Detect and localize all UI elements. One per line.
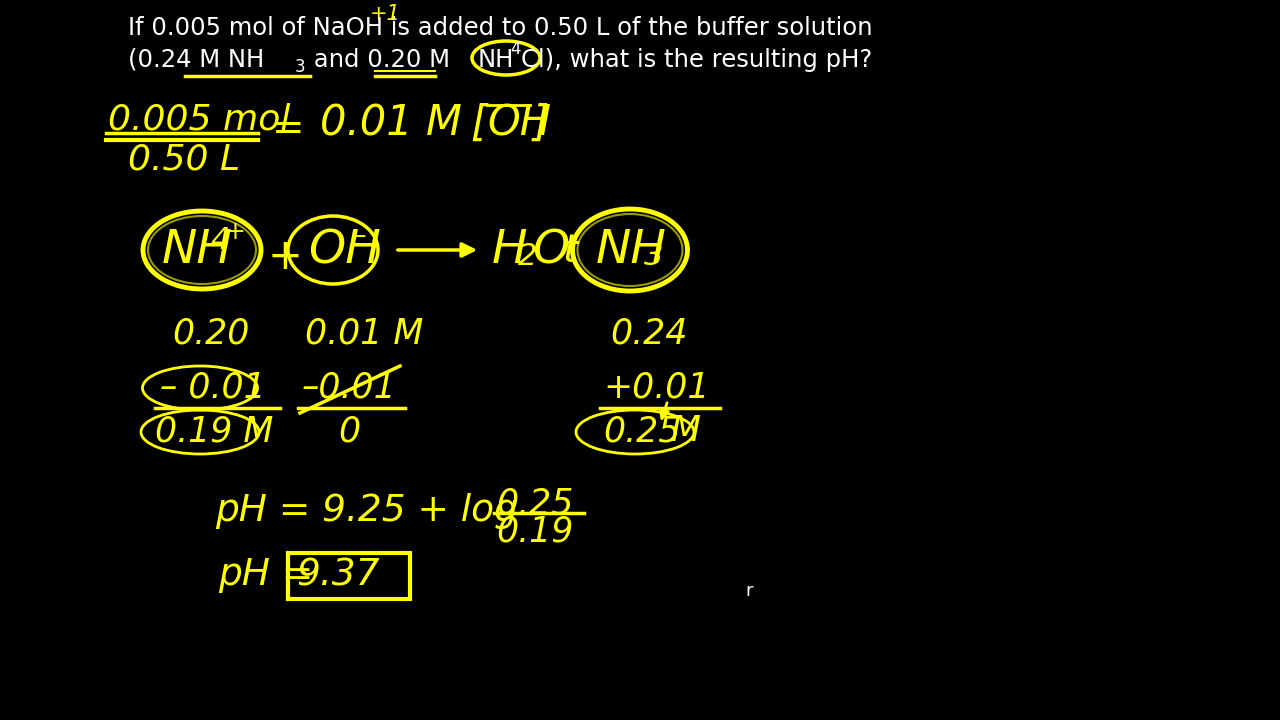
Text: 2: 2 <box>518 242 538 271</box>
Text: (0.24 M NH: (0.24 M NH <box>128 48 264 72</box>
Text: =: = <box>273 110 305 148</box>
Text: 0.005 mol: 0.005 mol <box>108 103 291 137</box>
Text: H: H <box>492 228 527 273</box>
Text: If 0.005 mol of NaOH is added to 0.50 L of the buffer solution: If 0.005 mol of NaOH is added to 0.50 L … <box>128 16 873 40</box>
Text: pH =: pH = <box>218 557 314 593</box>
Text: 0.19: 0.19 <box>497 515 573 549</box>
Text: – 0.01: – 0.01 <box>160 370 266 404</box>
Text: 0: 0 <box>338 414 360 448</box>
Text: 0.01 M: 0.01 M <box>320 103 462 145</box>
Text: OH: OH <box>486 103 550 145</box>
Text: 0.24: 0.24 <box>611 316 687 350</box>
Text: –0.01: –0.01 <box>302 370 397 404</box>
Text: 0.20: 0.20 <box>172 316 250 350</box>
Text: 3: 3 <box>644 242 663 271</box>
Text: pH = 9.25 + log: pH = 9.25 + log <box>215 493 518 529</box>
Text: NH: NH <box>596 228 667 273</box>
Text: +0.01: +0.01 <box>603 370 709 404</box>
Text: OH: OH <box>308 228 380 273</box>
Text: ]: ] <box>532 103 549 145</box>
Text: 0.25: 0.25 <box>497 487 573 521</box>
Text: 9.37: 9.37 <box>296 557 379 593</box>
Text: t: t <box>563 232 579 270</box>
Text: 0.25: 0.25 <box>603 414 681 448</box>
Text: +1: +1 <box>370 4 401 24</box>
Text: Cl), what is the resulting pH?: Cl), what is the resulting pH? <box>521 48 872 72</box>
Text: r: r <box>745 582 753 600</box>
Text: –: – <box>355 224 366 248</box>
Text: 0.19 M: 0.19 M <box>155 414 274 448</box>
Text: O: O <box>532 228 570 273</box>
Text: +: + <box>224 220 244 244</box>
Text: [: [ <box>470 103 486 145</box>
Text: 4: 4 <box>210 226 229 255</box>
Text: 4: 4 <box>509 40 521 58</box>
Text: +: + <box>268 236 303 278</box>
Text: 0.01 M: 0.01 M <box>305 316 424 350</box>
Text: NH: NH <box>163 228 233 273</box>
Text: M: M <box>660 414 701 448</box>
Text: 3: 3 <box>294 58 306 76</box>
Text: 0.50 L: 0.50 L <box>128 143 241 177</box>
Text: and 0.20 M: and 0.20 M <box>306 48 451 72</box>
Text: NH: NH <box>477 48 515 72</box>
